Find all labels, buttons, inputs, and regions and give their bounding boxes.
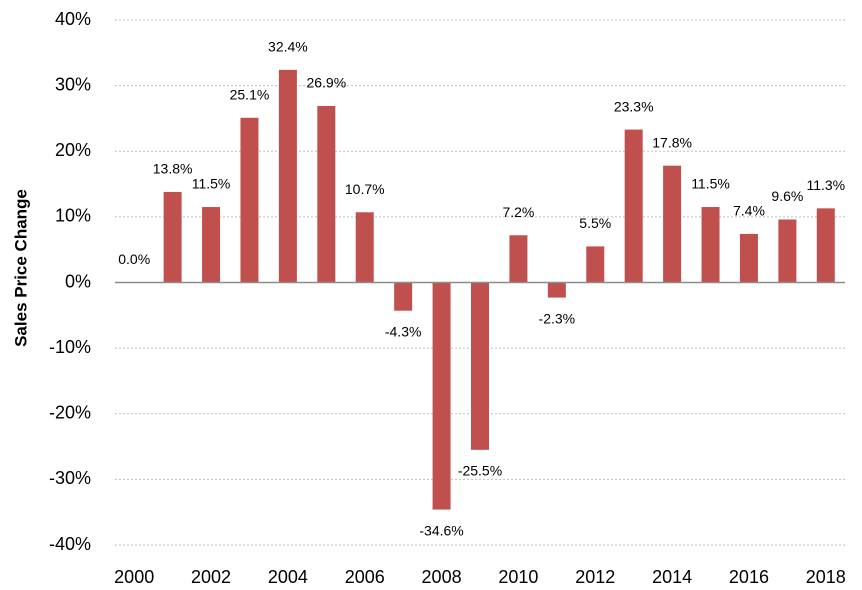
x-tick-label: 2002 <box>191 567 231 587</box>
value-label: 7.4% <box>733 203 765 219</box>
bar <box>394 282 413 311</box>
y-tick-label: -10% <box>49 337 91 357</box>
bar <box>240 117 259 283</box>
value-label: 23.3% <box>614 98 654 114</box>
value-label: 26.9% <box>306 75 346 91</box>
value-label: 11.5% <box>691 176 730 192</box>
bar <box>778 219 797 283</box>
y-tick-label: 0% <box>65 271 91 291</box>
value-label: 11.5% <box>192 176 231 192</box>
bar <box>317 105 336 283</box>
x-tick-label: 2006 <box>345 567 385 587</box>
x-tick-label: 2004 <box>268 567 308 587</box>
value-label: 17.8% <box>652 134 692 150</box>
bar <box>163 191 182 283</box>
bar <box>471 282 489 450</box>
bar <box>509 235 528 283</box>
y-tick-label: 30% <box>55 74 91 94</box>
bar <box>701 207 720 283</box>
bar <box>624 129 643 283</box>
value-label: 7.2% <box>502 204 534 220</box>
bar <box>547 282 566 298</box>
value-label: 25.1% <box>230 86 270 102</box>
x-tick-label: 2000 <box>114 567 154 587</box>
y-tick-label: -20% <box>49 403 91 423</box>
value-label: 10.7% <box>345 181 385 197</box>
value-label: -4.3% <box>385 323 422 339</box>
y-tick-label: 40% <box>55 9 91 29</box>
value-label: 11.3% <box>806 177 845 193</box>
x-tick-label: 2018 <box>806 567 846 587</box>
value-label: -25.5% <box>458 463 502 479</box>
x-tick-label: 2014 <box>652 567 692 587</box>
bar <box>202 207 221 283</box>
y-tick-label: -30% <box>49 468 91 488</box>
bar <box>278 69 297 283</box>
x-tick-label: 2010 <box>498 567 538 587</box>
bar <box>739 233 758 283</box>
bar <box>816 208 835 283</box>
value-label: -2.3% <box>539 310 576 326</box>
y-tick-label: -40% <box>49 534 91 554</box>
y-axis-label: Sales Price Change <box>11 189 30 347</box>
y-tick-label: 20% <box>55 140 91 160</box>
bar <box>355 212 374 283</box>
value-label: 0.0% <box>118 251 150 267</box>
bar <box>432 282 451 510</box>
bar <box>663 165 682 283</box>
bar <box>586 246 605 283</box>
y-tick-label: 10% <box>55 206 91 226</box>
x-tick-label: 2012 <box>575 567 615 587</box>
value-label: 13.8% <box>153 161 193 177</box>
x-tick-label: 2016 <box>729 567 769 587</box>
value-label: 5.5% <box>579 215 611 231</box>
value-label: 9.6% <box>771 188 803 204</box>
value-label: -34.6% <box>419 522 463 538</box>
x-tick-label: 2008 <box>422 567 462 587</box>
value-label: 32.4% <box>268 39 308 55</box>
